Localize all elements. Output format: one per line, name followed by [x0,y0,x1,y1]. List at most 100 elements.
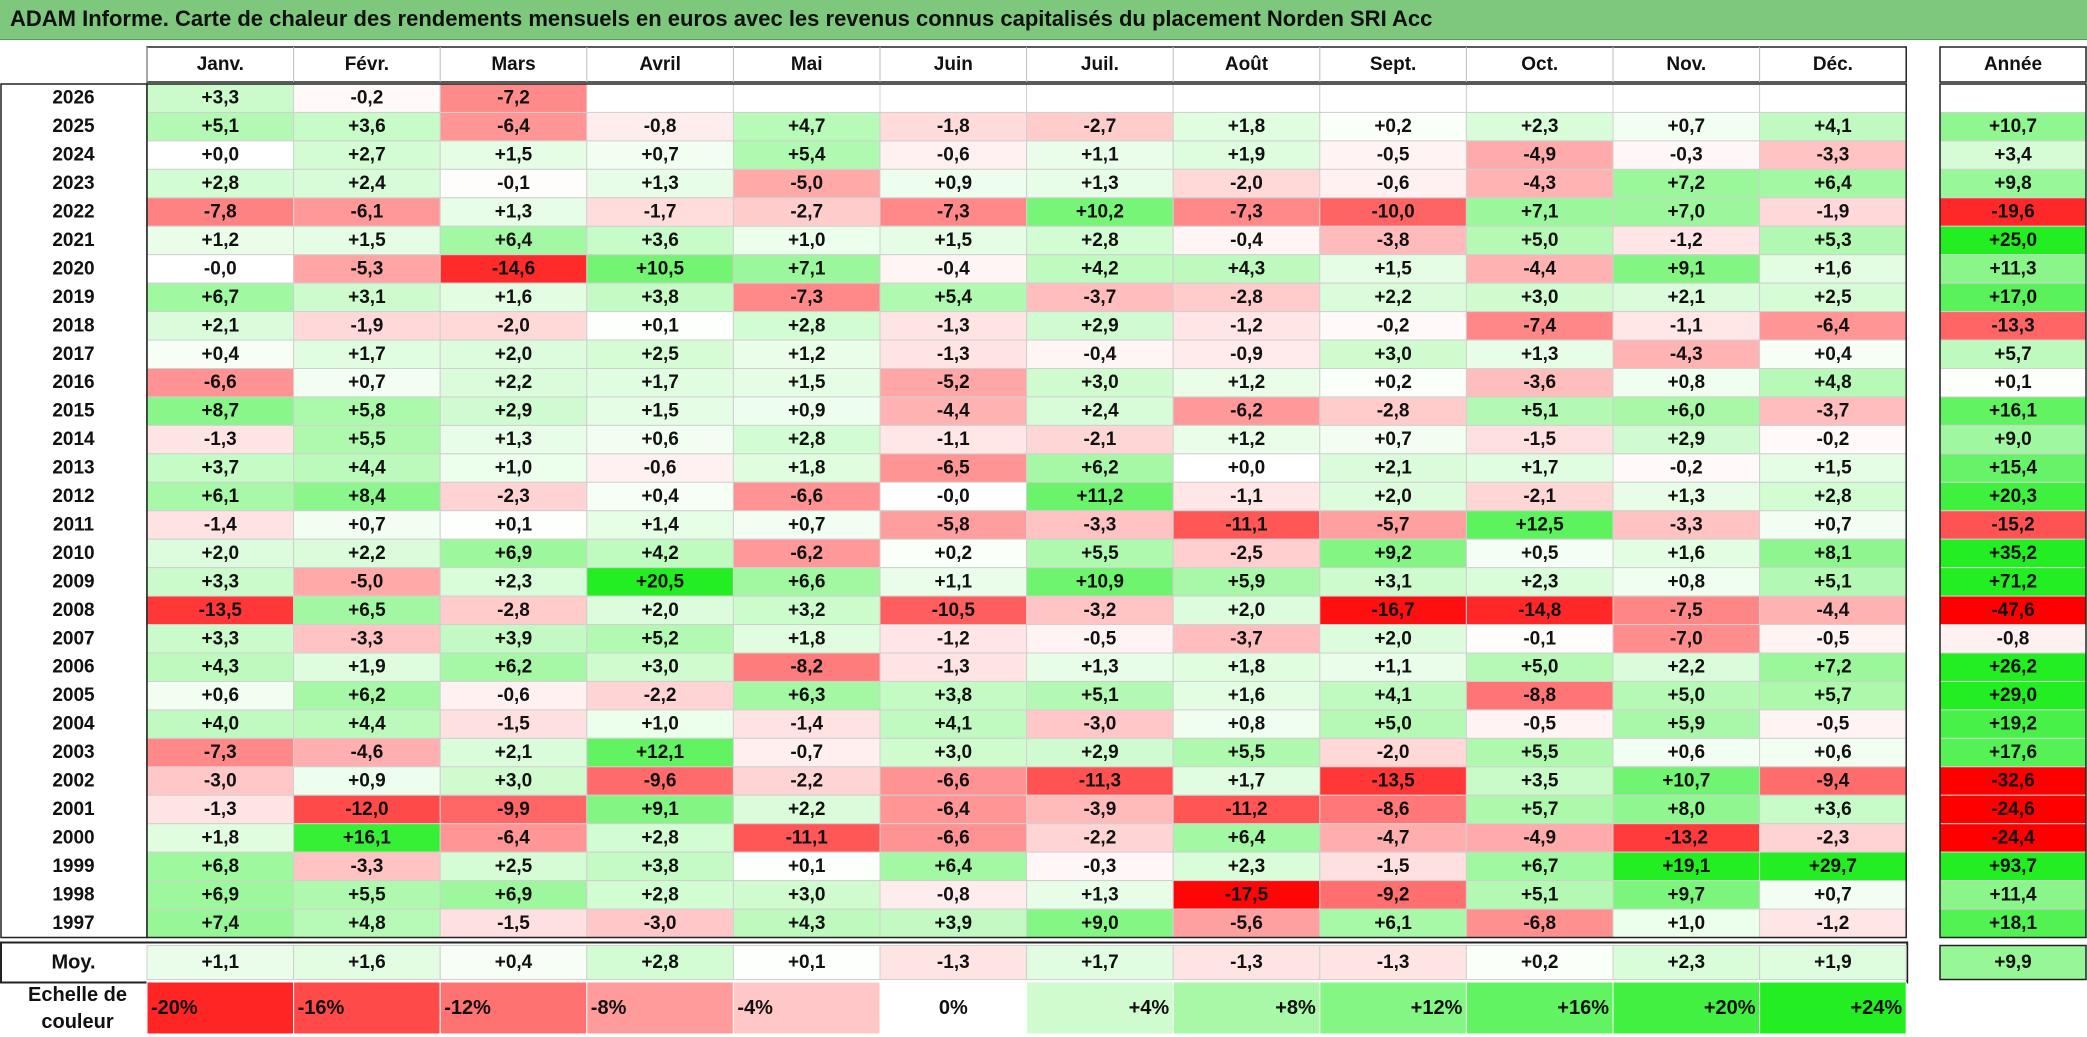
cell-value-2007-9: -0,1 [1523,628,1556,649]
cell-value-2009-4: +6,6 [788,571,826,592]
cell-2015-2 [439,396,588,426]
annual-value-2012: +20,3 [1989,486,2037,507]
cell-2026-5 [879,83,1028,113]
cell-value-2001-10: +8,0 [1668,799,1706,820]
cell-value-2019-6: -3,7 [1084,287,1117,308]
cell-value-2022-0: -7,8 [204,202,237,223]
cell-2021-5 [879,225,1028,256]
cell-value-1999-3: +3,8 [641,856,679,877]
year-label-2026: 2026 [52,88,94,109]
cell-value-2025-6: -2,7 [1084,116,1117,137]
cell-2026-8 [1319,83,1467,113]
cell-value-2020-7: +4,3 [1228,258,1266,279]
cell-value-1998-0: +6,9 [202,884,240,905]
cell-value-2004-6: -3,0 [1084,714,1117,735]
cell-2014-3 [586,424,734,455]
scale-swatch-4 [732,981,881,1035]
average-value-5: -1,3 [937,952,970,973]
cell-value-2023-8: -0,6 [1377,173,1410,194]
cell-2005-5 [879,680,1028,711]
cell-2009-3 [586,567,734,597]
title-bar: ADAM Informe. Carte de chaleur des rende… [0,0,2087,40]
annual-value-2015: +16,1 [1989,401,2038,422]
cell-value-2010-1: +2,2 [348,543,386,564]
cell-value-2014-6: -2,1 [1084,429,1117,450]
annual-value-2009: +71,2 [1989,571,2037,592]
cell-value-2002-10: +10,7 [1662,771,1710,792]
cell-2003-6 [1026,737,1174,768]
cell-value-2010-3: +4,2 [641,543,679,564]
scale-label-line2: couleur [41,1011,113,1033]
cell-1998-3 [586,880,734,910]
cell-2005-9 [1465,680,1614,711]
cell-1997-6 [1026,908,1174,938]
year-label-1999: 1999 [52,856,94,877]
cell-2026-6 [1026,83,1174,113]
cell-value-2023-5: +0,9 [935,173,973,194]
cell-value-1997-11: -1,2 [1817,913,1850,934]
cell-value-2002-5: -6,6 [937,771,970,792]
cell-value-2009-0: +3,3 [202,571,240,592]
cell-2004-11 [1759,709,1907,739]
cell-2016-5 [879,368,1028,398]
cell-value-2001-8: -8,6 [1377,799,1410,820]
cell-value-1999-2: +2,5 [495,856,533,877]
cell-value-2006-6: +1,3 [1081,657,1119,678]
cell-value-2020-0: -0,0 [204,258,237,279]
scale-swatch-7 [1172,981,1321,1035]
cell-2023-8 [1319,168,1467,199]
cell-2017-0 [146,339,295,369]
cell-value-2016-0: -6,6 [204,372,237,393]
cell-value-2024-8: -0,5 [1377,145,1410,166]
cell-2013-7 [1172,453,1321,483]
cell-value-2025-2: -6,4 [497,116,530,137]
cell-value-2021-0: +1,2 [202,230,240,251]
cell-2004-4 [732,709,881,739]
cell-1999-1 [293,851,441,882]
cell-2024-8 [1319,140,1467,170]
cell-2025-1 [293,111,441,142]
cell-value-2017-2: +2,0 [495,344,533,365]
cell-2015-4 [732,396,881,426]
cell-value-2025-9: +2,3 [1521,116,1559,137]
cell-value-2014-8: +0,7 [1374,429,1412,450]
annual-cell-2005 [1939,680,2087,711]
cell-2010-7 [1172,538,1321,569]
cell-2021-10 [1612,225,1761,256]
cell-2025-3 [586,111,734,142]
scale-swatch-6 [1026,981,1174,1035]
year-label-2017: 2017 [52,344,94,365]
cell-value-2013-7: +0,0 [1228,458,1266,479]
cell-value-2014-7: +1,2 [1228,429,1266,450]
cell-1997-8 [1319,908,1467,938]
cell-value-2006-2: +6,2 [495,657,533,678]
cell-value-2016-3: +1,7 [641,372,679,393]
cell-value-2001-9: +5,7 [1521,799,1559,820]
cell-value-1999-10: +19,1 [1662,856,1711,877]
cell-value-2016-2: +2,2 [495,372,533,393]
cell-2011-10 [1612,510,1761,540]
cell-value-2014-4: +2,8 [788,429,826,450]
column-header-4: Mai [791,54,823,75]
cell-value-2017-4: +1,2 [788,344,826,365]
cell-value-2024-5: -0,6 [937,145,970,166]
cell-2012-3 [586,481,734,512]
cell-value-1997-4: +4,3 [788,913,826,934]
cell-value-2003-7: +5,5 [1228,742,1266,763]
column-header-7: Août [1225,54,1269,75]
cell-2008-4 [732,595,881,626]
cell-2006-5 [879,652,1028,682]
cell-2018-7 [1172,311,1321,341]
cell-value-2003-6: +2,9 [1081,742,1119,763]
cell-2025-10 [1612,111,1761,142]
cell-value-2005-4: +6,3 [788,685,826,706]
cell-value-2009-2: +2,3 [495,571,533,592]
cell-2009-8 [1319,567,1467,597]
year-label-2001: 2001 [52,799,95,820]
cell-value-2002-8: -13,5 [1371,771,1415,792]
cell-value-2023-10: +7,2 [1668,173,1706,194]
cell-value-2006-3: +3,0 [641,657,679,678]
cell-value-2015-3: +1,5 [641,401,679,422]
average-cell-6 [1026,945,1174,980]
cell-value-1998-7: -17,5 [1225,884,1269,905]
